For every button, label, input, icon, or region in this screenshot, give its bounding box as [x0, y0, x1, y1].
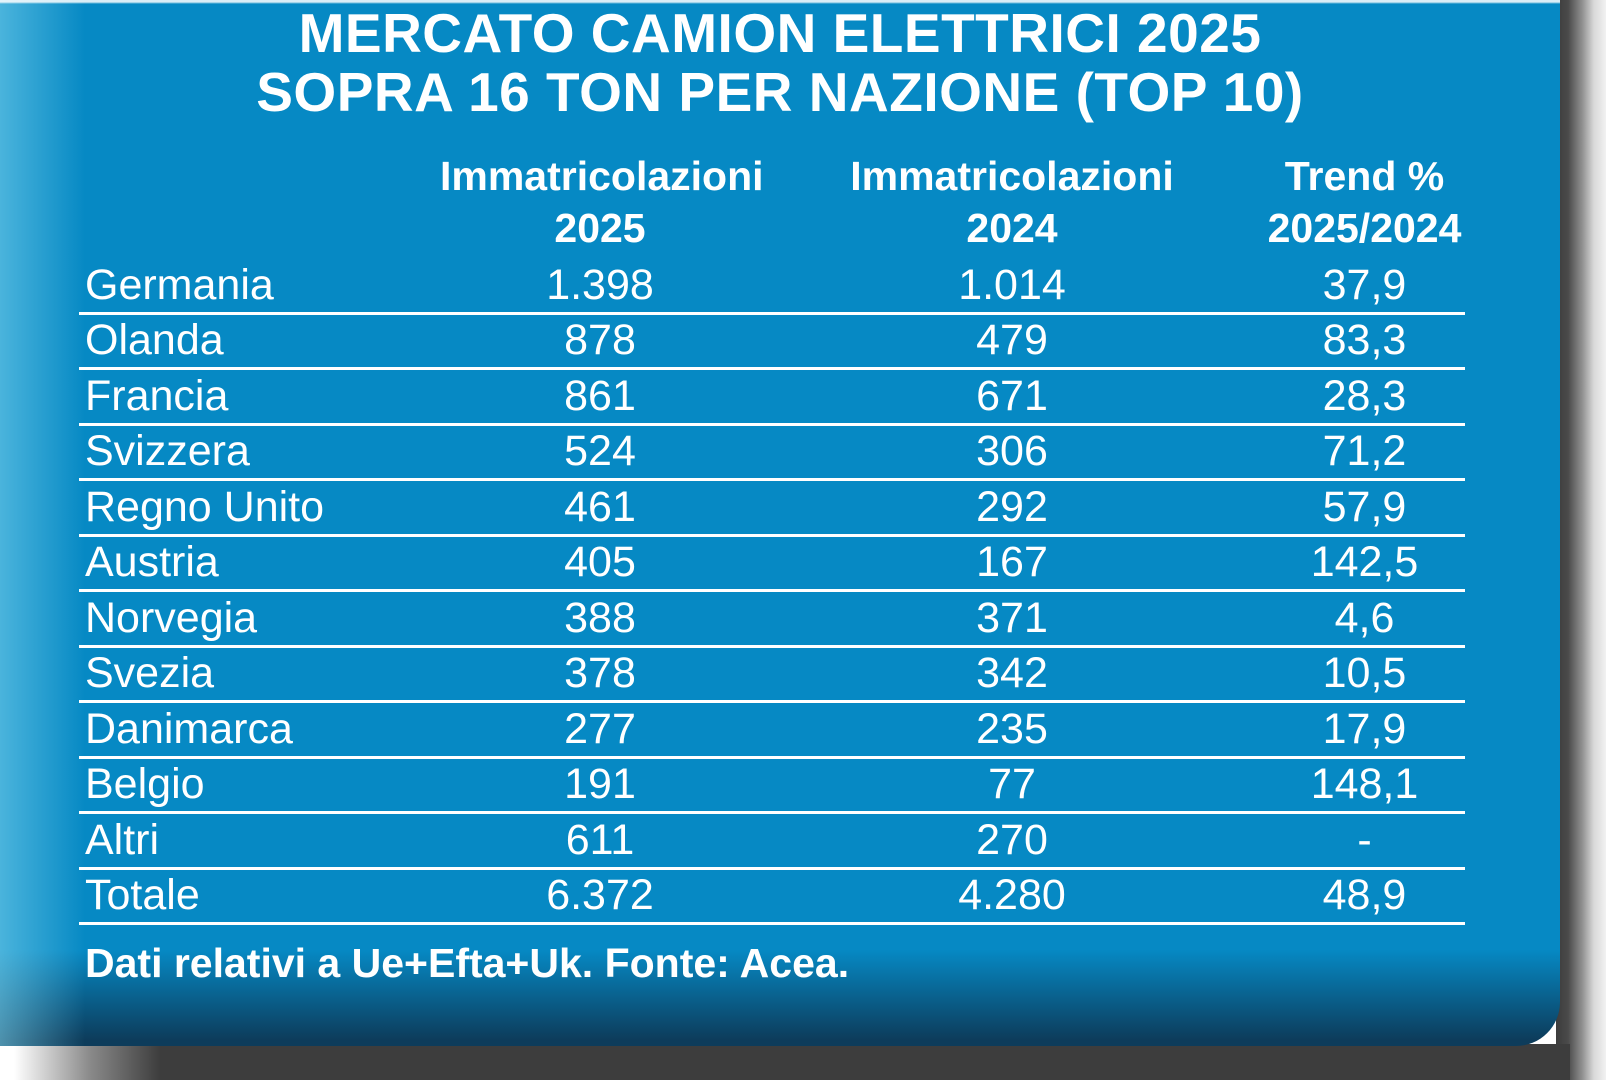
table-header: Immatricolazioni Immatricolazioni Trend …: [79, 150, 1465, 255]
value-2024: 1.014: [958, 260, 1066, 309]
country-name: Svezia: [85, 649, 215, 697]
value-2025: 388: [564, 593, 636, 642]
chart-title: MERCATO CAMION ELETTRICI 2025 SOPRA 16 T…: [0, 4, 1560, 122]
value-2024: 292: [976, 482, 1048, 531]
table-body: Germania 1.398 1.014 37,9 Olanda 878 479…: [79, 259, 1465, 925]
country-name: Austria: [85, 538, 219, 586]
value-2025: 524: [564, 427, 636, 475]
table-row: Svezia 378 342 10,5: [79, 648, 1465, 703]
header-year-2025: 2025: [554, 205, 646, 251]
value-trend: 10,5: [1322, 649, 1407, 697]
value-2024: 306: [976, 427, 1048, 475]
table-row: Olanda 878 479 83,3: [79, 315, 1465, 370]
value-2025: 1.398: [546, 260, 654, 309]
value-trend: 28,3: [1322, 371, 1407, 420]
table-row: Svizzera 524 306 71,2: [79, 426, 1465, 481]
table-row: Regno Unito 461 292 57,9: [79, 481, 1465, 537]
table-header-row-2: 2025 2024 2025/2024: [79, 202, 1465, 255]
country-name: Francia: [85, 371, 229, 420]
title-line-1: MERCATO CAMION ELETTRICI 2025: [298, 2, 1262, 64]
value-2025: 277: [564, 704, 636, 753]
value-2024: 270: [976, 815, 1048, 864]
country-name: Svizzera: [85, 427, 250, 475]
value-trend: 142,5: [1310, 538, 1419, 586]
table-row: Germania 1.398 1.014 37,9: [79, 259, 1465, 315]
table-row: Totale 6.372 4.280 48,9: [79, 870, 1465, 925]
header-empty-cell: [79, 202, 440, 255]
value-trend: -: [1357, 815, 1372, 864]
value-trend: 83,3: [1322, 316, 1407, 364]
table-row: Belgio 191 77 148,1: [79, 759, 1465, 814]
table-row: Francia 861 671 28,3: [79, 370, 1465, 426]
value-2024: 4.280: [958, 871, 1066, 919]
value-2025: 191: [564, 760, 636, 808]
value-2025: 878: [564, 316, 636, 364]
value-trend: 57,9: [1322, 482, 1407, 531]
table-row: Norvegia 388 371 4,6: [79, 592, 1465, 648]
value-2025: 611: [565, 815, 635, 864]
country-name: Altri: [85, 815, 160, 864]
header-immatricolazioni-2025: Immatricolazioni: [440, 153, 764, 199]
table-header-row-1: Immatricolazioni Immatricolazioni Trend …: [79, 150, 1465, 202]
page-shadow-right: [1556, 0, 1606, 1080]
value-trend: 148,1: [1310, 760, 1419, 808]
header-year-2024: 2024: [966, 205, 1058, 251]
value-trend: 71,2: [1322, 427, 1407, 475]
table-panel: MERCATO CAMION ELETTRICI 2025 SOPRA 16 T…: [0, 0, 1560, 1046]
value-2024: 371: [976, 593, 1048, 642]
country-name: Germania: [85, 260, 274, 309]
page-shadow-bottom: [0, 1044, 1570, 1080]
value-trend: 48,9: [1322, 871, 1407, 919]
value-2024: 167: [976, 538, 1048, 586]
country-name: Norvegia: [85, 593, 258, 642]
value-2024: 235: [976, 704, 1048, 753]
value-2025: 6.372: [546, 871, 654, 919]
header-trend-pct: Trend %: [1284, 153, 1445, 199]
value-trend: 4,6: [1334, 593, 1395, 642]
value-2025: 378: [564, 649, 636, 697]
country-name: Totale: [85, 871, 200, 919]
table-row: Altri 611 270 -: [79, 814, 1465, 870]
table-row: Austria 405 167 142,5: [79, 537, 1465, 592]
header-immatricolazioni-2024: Immatricolazioni: [850, 153, 1174, 199]
country-name: Olanda: [85, 316, 224, 364]
value-2025: 405: [564, 538, 636, 586]
value-2024: 479: [976, 316, 1048, 364]
header-trend-years: 2025/2024: [1267, 205, 1462, 251]
value-2024: 77: [988, 760, 1036, 808]
value-2025: 461: [564, 482, 636, 531]
table-row: Danimarca 277 235 17,9: [79, 703, 1465, 759]
country-name: Danimarca: [85, 704, 293, 753]
value-trend: 37,9: [1322, 260, 1407, 309]
value-2024: 671: [976, 371, 1048, 420]
title-line-2: SOPRA 16 TON PER NAZIONE (TOP 10): [256, 61, 1304, 123]
value-2024: 342: [976, 649, 1048, 697]
value-trend: 17,9: [1322, 704, 1407, 753]
country-name: Belgio: [85, 760, 205, 808]
country-name: Regno Unito: [85, 482, 325, 531]
source-note: Dati relativi a Ue+Efta+Uk. Fonte: Acea.: [85, 940, 850, 986]
header-empty-cell: [79, 150, 440, 202]
value-2025: 861: [564, 371, 636, 420]
